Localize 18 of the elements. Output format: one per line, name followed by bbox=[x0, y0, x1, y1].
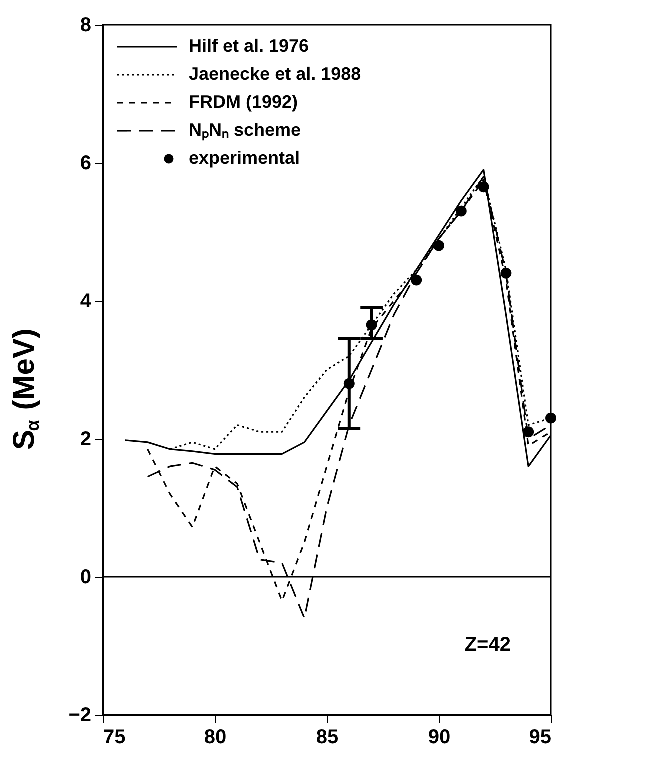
x-tick-label: 75 bbox=[104, 726, 126, 748]
y-tick-label: 0 bbox=[80, 566, 92, 588]
legend-label: experimental bbox=[189, 148, 300, 168]
x-tick-label: 80 bbox=[204, 726, 227, 748]
y-tick-label: 6 bbox=[80, 152, 92, 174]
y-axis-title: Sα (MeV) bbox=[8, 328, 43, 450]
x-tick-label: 95 bbox=[529, 726, 552, 748]
y-tick-label: 8 bbox=[80, 14, 92, 36]
x-tick-label: 85 bbox=[316, 726, 339, 748]
y-tick-label: 4 bbox=[80, 290, 92, 312]
y-tick-label: 2 bbox=[80, 428, 92, 450]
legend-label: NₚNₙ scheme bbox=[189, 120, 302, 141]
legend-label: FRDM (1992) bbox=[189, 92, 298, 112]
x-tick-label: 90 bbox=[428, 726, 451, 748]
y-tick-label: −2 bbox=[68, 704, 92, 726]
legend-label: Hilf et al. 1976 bbox=[189, 36, 310, 56]
legend-label: Jaenecke et al. 1988 bbox=[189, 64, 362, 84]
annotation: Z=42 bbox=[464, 634, 511, 656]
